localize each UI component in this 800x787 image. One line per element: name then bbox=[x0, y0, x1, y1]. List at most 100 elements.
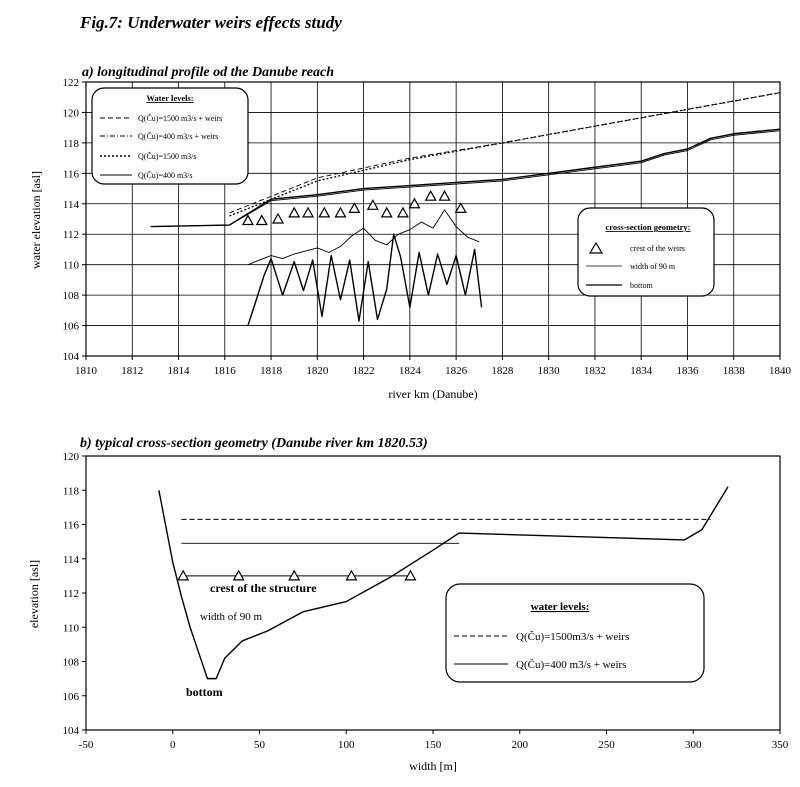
chart-a-series-crest-of-the-weirs-point bbox=[334, 206, 347, 218]
chart-b-ytick-label: 106 bbox=[63, 691, 80, 703]
chart-b-title: b) typical cross-section geometry (Danub… bbox=[80, 436, 428, 451]
legend-b-box bbox=[445, 583, 705, 683]
chart-b-xtick-label: 0 bbox=[170, 739, 176, 751]
legend-water-label-4: Q(Ču)=400 m3/s bbox=[138, 170, 193, 180]
chart-a-xtick-label: 1810 bbox=[75, 365, 98, 377]
chart-a-xtick-label: 1840 bbox=[769, 365, 792, 377]
chart-b-ticks: -50 0 50 100 150 200 250 300 350 104 106 108 110 112 1… bbox=[63, 451, 789, 751]
chart-b-series-crest-of-the-structure-point bbox=[345, 569, 358, 581]
chart-a-ytick-label: 108 bbox=[63, 290, 80, 302]
chart-a-ylabel: water elevation [asl] bbox=[29, 171, 43, 269]
chart-a-xtick-label: 1824 bbox=[399, 365, 422, 377]
chart-a-xtick-label: 1812 bbox=[121, 365, 143, 377]
chart-a-xtick-label: 1836 bbox=[676, 365, 699, 377]
chart-a-series-q-u-1500-m3-s-weirs-line bbox=[229, 92, 781, 214]
annotation-crest: crest of the structure bbox=[210, 581, 317, 595]
chart-b-series-crest-of-the-structure-point bbox=[288, 569, 301, 581]
annotation-bottom: bottom bbox=[186, 685, 223, 699]
chart-a-series-crest-of-the-weirs-point bbox=[366, 199, 379, 210]
legend-water-label-1: Q(Ču)=1500 m3/s + weirs bbox=[138, 113, 222, 123]
chart-a-series-crest-of-the-weirs-point bbox=[408, 197, 421, 209]
chart-a-xtick-label: 1838 bbox=[723, 365, 746, 377]
chart-a-legend-water: Water levels: Q(Ču)=1500 m3/s + weirs Q(… bbox=[91, 87, 249, 185]
chart-b-xtick-label: 250 bbox=[598, 739, 615, 751]
chart-b-ylabel: elevation [asl] bbox=[27, 560, 41, 628]
chart-a-ytick-label: 116 bbox=[63, 168, 80, 180]
chart-b-xtick-label: 100 bbox=[338, 739, 355, 751]
chart-b-ytick-label: 120 bbox=[63, 451, 80, 463]
legend-water-label-2: Q(Ču)=400 m3/s + weirs bbox=[138, 131, 218, 141]
legend-b-title: water levels: bbox=[531, 601, 590, 613]
chart-a-xtick-label: 1820 bbox=[306, 365, 329, 377]
chart-a-xtick-label: 1816 bbox=[214, 365, 237, 377]
chart-b-series-crest-of-the-structure-point bbox=[232, 569, 245, 581]
chart-a-xtick-label: 1826 bbox=[445, 365, 468, 377]
chart-b-ytick-label: 114 bbox=[63, 554, 80, 566]
chart-a-ticks: 1810 1812 1814 1816 1818 1820 1822 1824 1826 1828… bbox=[63, 77, 792, 377]
chart-b-ytick-label: 116 bbox=[63, 520, 80, 532]
chart-b-series-crest-of-the-structure-point bbox=[177, 569, 190, 581]
chart-b-xtick-label: 150 bbox=[425, 739, 442, 751]
chart-a-series-crest-of-the-weirs-point bbox=[288, 206, 301, 218]
legend-geometry-title: cross-section geometry: bbox=[605, 222, 690, 232]
legend-geometry-box bbox=[577, 207, 715, 297]
legend-geometry-label-1: crest of the weirs bbox=[630, 244, 685, 253]
chart-a-xtick-label: 1818 bbox=[260, 365, 283, 377]
chart-b-ytick-label: 112 bbox=[63, 588, 79, 600]
chart-a-series-crest-of-the-weirs-point bbox=[424, 189, 437, 201]
chart-a-xtick-label: 1822 bbox=[353, 365, 375, 377]
chart-a-series-crest-of-the-weirs-point bbox=[241, 214, 254, 226]
chart-a-series-crest-of-the-weirs-point bbox=[348, 202, 361, 213]
chart-a-plot-frame bbox=[85, 81, 781, 357]
chart-a-ytick-label: 106 bbox=[63, 321, 80, 333]
chart-a-series bbox=[150, 92, 781, 326]
chart-a-xlabel: river km (Danube) bbox=[388, 387, 477, 401]
chart-b-ytick-label: 118 bbox=[63, 485, 80, 497]
chart-a-series-crest-of-the-weirs-point bbox=[318, 206, 331, 218]
chart-b-xtick-label: 50 bbox=[254, 739, 266, 751]
chart-a-ytick-label: 104 bbox=[63, 351, 80, 363]
chart-b-xtick-label: 300 bbox=[685, 739, 702, 751]
chart-a-ytick-label: 122 bbox=[63, 77, 80, 89]
chart-a-series-bottom-line bbox=[247, 233, 483, 326]
chart-a: a) longitudinal profile od the Danube re… bbox=[29, 65, 792, 401]
chart-a-series-crest-of-the-weirs-point bbox=[454, 202, 467, 213]
chart-b-ytick-label: 108 bbox=[63, 657, 80, 669]
chart-b-ytick-label: 104 bbox=[63, 725, 80, 737]
chart-a-series-crest-of-the-weirs-point bbox=[302, 206, 315, 218]
chart-a-ytick-label: 110 bbox=[63, 260, 80, 272]
chart-b-series-bottom-line bbox=[158, 486, 729, 680]
chart-a-series-q-u-400-m3-s-line bbox=[150, 130, 781, 228]
chart-a-ytick-label: 120 bbox=[63, 107, 80, 119]
chart-a-xtick-label: 1830 bbox=[538, 365, 561, 377]
figure-title: Fig.7: Underwater weirs effects study bbox=[79, 13, 342, 32]
annotation-width: width of 90 m bbox=[200, 611, 262, 623]
chart-a-title: a) longitudinal profile od the Danube re… bbox=[82, 65, 334, 80]
legend-geometry-label-2: width of 90 m bbox=[630, 262, 676, 271]
legend-water-title: Water levels: bbox=[146, 93, 193, 103]
chart-a-xtick-label: 1814 bbox=[168, 365, 191, 377]
chart-a-ytick-label: 118 bbox=[63, 138, 80, 150]
legend-water-label-3: Q(Ču)=1500 m3/s bbox=[138, 151, 197, 161]
chart-a-ytick-label: 114 bbox=[63, 199, 80, 211]
legend-geometry-triangle bbox=[588, 241, 604, 254]
chart-b-series bbox=[158, 486, 729, 680]
chart-a-ytick-label: 112 bbox=[63, 229, 79, 241]
chart-b-xtick-label: 200 bbox=[512, 739, 529, 751]
chart-a-series-width-of-90-m-line bbox=[247, 209, 480, 266]
chart-a-series-crest-of-the-weirs-point bbox=[396, 206, 409, 218]
chart-a-series-crest-of-the-weirs-point bbox=[271, 212, 285, 224]
chart-a-xtick-label: 1834 bbox=[630, 365, 653, 377]
chart-a-xtick-label: 1828 bbox=[491, 365, 514, 377]
chart-b: b) typical cross-section geometry (Danub… bbox=[27, 436, 789, 773]
chart-a-series-crest-of-the-weirs-point bbox=[380, 206, 393, 218]
chart-b-legend-water: water levels: Q(Ču)=1500m3/s + weirs Q(Č… bbox=[445, 583, 705, 683]
legend-b-label-1: Q(Ču)=1500m3/s + weirs bbox=[516, 631, 629, 643]
chart-a-series-q-u-400-m3-s-weirs-line bbox=[150, 128, 781, 228]
legend-water-box bbox=[91, 87, 249, 185]
chart-b-series-crest-of-the-structure-point bbox=[404, 569, 417, 581]
legend-b-label-2: Q(Ču)=400 m3/s + weirs bbox=[516, 659, 626, 671]
chart-b-ytick-label: 110 bbox=[63, 622, 80, 634]
chart-a-series-crest-of-the-weirs-point bbox=[438, 189, 451, 201]
